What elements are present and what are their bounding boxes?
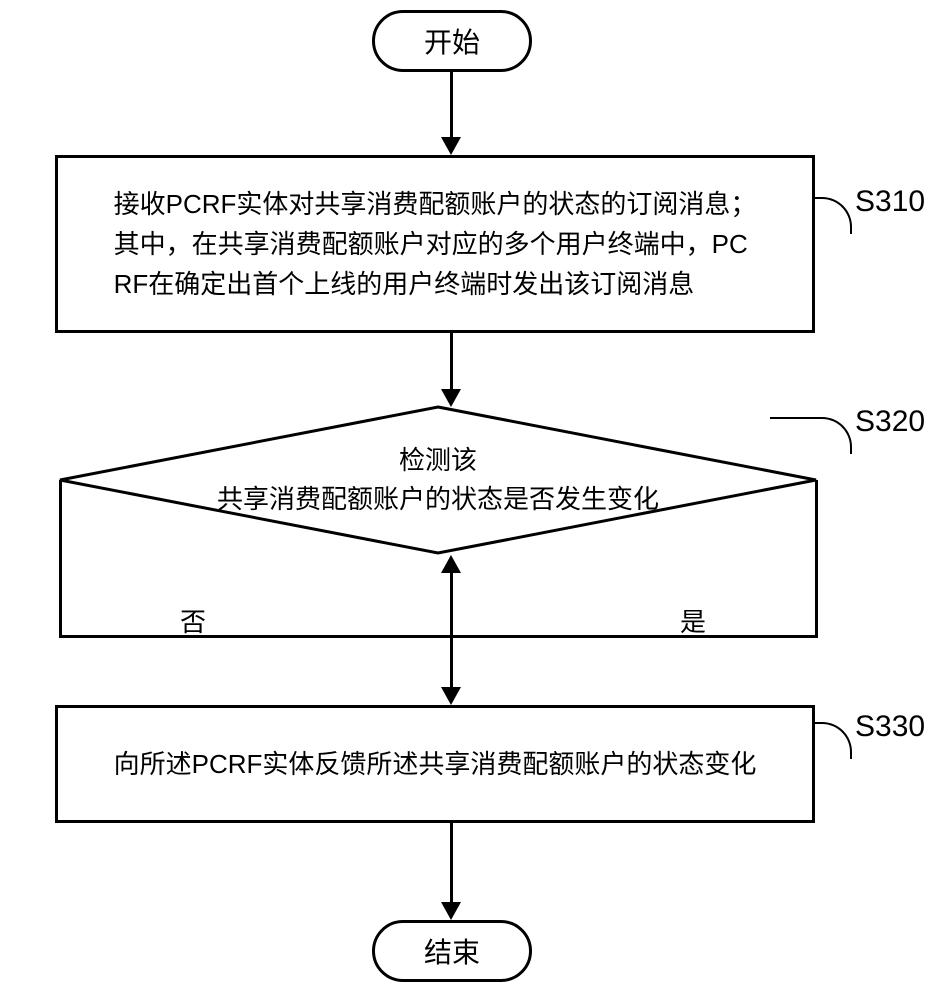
edge-no-h [59, 635, 452, 638]
edge-s330-end [450, 823, 453, 903]
process-s310-text: 接收PCRF实体对共享消费配额账户的状态的订阅消息； 其中，在共享消费配额账户对… [114, 184, 757, 305]
end-node: 结束 [372, 920, 532, 982]
process-s330: 向所述PCRF实体反馈所述共享消费配额账户的状态变化 [55, 705, 815, 823]
edge-yes-head [441, 687, 461, 705]
edge-no-head [441, 555, 461, 573]
edge-yes-h [452, 635, 818, 638]
leader-s320 [770, 417, 852, 454]
edge-s310-s320 [450, 333, 453, 390]
process-s310: 接收PCRF实体对共享消费配额账户的状态的订阅消息； 其中，在共享消费配额账户对… [55, 155, 815, 333]
start-node: 开始 [372, 10, 532, 72]
branch-yes-label: 是 [680, 602, 706, 639]
decision-s320-text: 检测该 共享消费配额账户的状态是否发生变化 [217, 441, 659, 519]
process-s330-text: 向所述PCRF实体反馈所述共享消费配额账户的状态变化 [114, 744, 757, 784]
edge-start-s310-head [441, 137, 461, 155]
branch-no-label: 否 [180, 602, 206, 639]
start-label: 开始 [424, 21, 480, 61]
step-label-s310: S310 [855, 185, 925, 219]
edge-start-s310 [450, 72, 453, 138]
edge-no-down [59, 480, 62, 638]
leader-s310 [815, 197, 852, 234]
edge-no-up [450, 572, 453, 636]
step-label-s330: S330 [855, 710, 925, 744]
edge-yes-down1 [815, 480, 818, 638]
decision-s320: 检测该 共享消费配额账户的状态是否发生变化 [58, 405, 818, 555]
flowchart-canvas: 开始 接收PCRF实体对共享消费配额账户的状态的订阅消息； 其中，在共享消费配额… [0, 0, 945, 1000]
end-label: 结束 [424, 931, 480, 971]
leader-s330 [815, 722, 852, 759]
edge-s330-end-head [441, 902, 461, 920]
edge-yes-down2 [450, 638, 453, 688]
step-label-s320: S320 [855, 405, 925, 439]
